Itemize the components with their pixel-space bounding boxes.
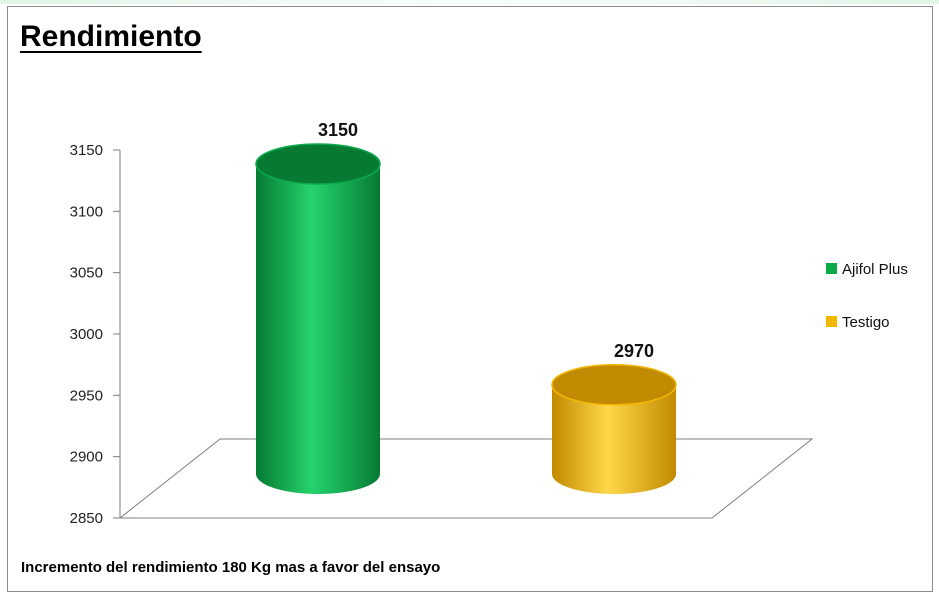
legend-label: Testigo xyxy=(842,314,890,331)
y-tick-label: 3050 xyxy=(70,265,103,282)
y-tick-label: 3000 xyxy=(70,326,103,343)
legend-swatch xyxy=(826,316,837,327)
page-title: Rendimiento xyxy=(20,20,202,53)
bar-top xyxy=(551,364,677,406)
bar-top xyxy=(255,143,381,185)
data-labels-group: 3150 2970 xyxy=(318,120,654,361)
data-label: 2970 xyxy=(614,341,654,361)
chart-floor xyxy=(118,438,814,519)
legend-label: Ajifol Plus xyxy=(842,261,908,278)
yield-increase-note: Incremento del rendimiento 180 Kg mas a … xyxy=(21,559,441,576)
legend: Ajifol Plus Testigo xyxy=(826,261,908,331)
bars-group xyxy=(255,143,677,494)
y-tick-label: 3150 xyxy=(70,142,103,159)
y-tick-label: 3100 xyxy=(70,203,103,220)
y-tick-label: 2850 xyxy=(70,510,103,527)
bar-ajifol-plus xyxy=(255,143,381,494)
data-label: 3150 xyxy=(318,120,358,140)
bar-testigo xyxy=(551,364,677,494)
y-tick-label: 2950 xyxy=(70,387,103,404)
top-decorative-band xyxy=(0,0,939,8)
y-tick-label: 2900 xyxy=(70,449,103,466)
bar-body xyxy=(552,384,676,494)
y-axis-ticks: 3150 3100 3050 3000 2950 2900 2850 xyxy=(70,142,120,527)
legend-swatch xyxy=(826,263,837,274)
bar-body xyxy=(256,164,380,494)
